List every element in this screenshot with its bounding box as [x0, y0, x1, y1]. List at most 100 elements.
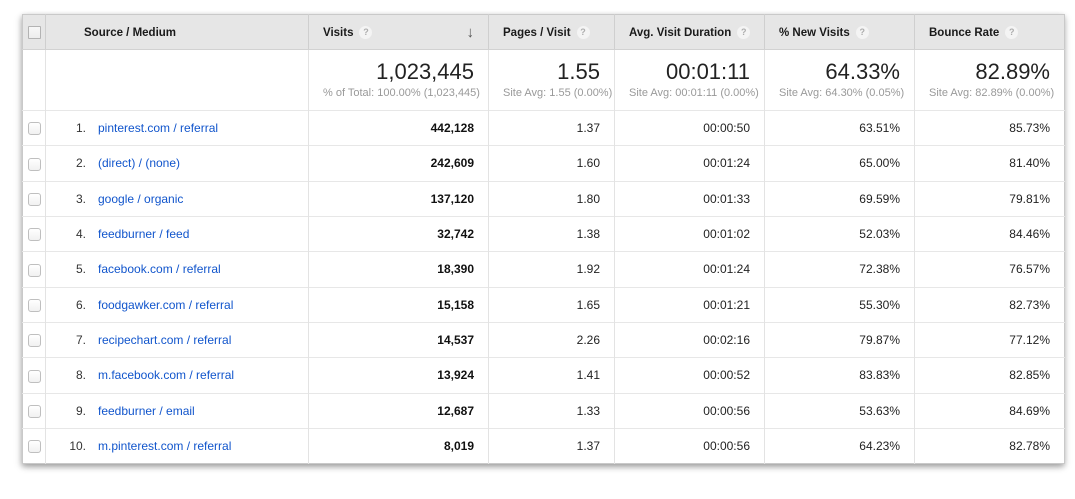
- row-checkbox[interactable]: [27, 157, 41, 171]
- bounce-rate-cell: 77.12%: [914, 321, 1065, 358]
- visits-cell: 12,687: [308, 392, 489, 429]
- avg-visit-duration-cell: 00:01:24: [614, 251, 765, 288]
- source-medium-cell: 6. foodgawker.com / referral: [45, 286, 309, 323]
- pages-per-visit-cell: 1.92: [488, 251, 615, 288]
- summary-pct-new-visits-subtext: Site Avg: 64.30% (0.05%): [779, 87, 905, 99]
- pct-new-visits-cell: 65.00%: [764, 145, 915, 182]
- source-medium-link[interactable]: google / organic: [98, 191, 184, 206]
- summary-bounce-rate: 82.89% Site Avg: 82.89% (0.00%): [914, 49, 1065, 111]
- source-medium-link[interactable]: feedburner / email: [98, 403, 195, 418]
- column-header-avg-visit-duration-label: Avg. Visit Duration: [629, 27, 732, 39]
- row-checkbox[interactable]: [27, 263, 41, 277]
- summary-source-spacer: [46, 50, 309, 111]
- row-rank: 7.: [75, 333, 86, 348]
- source-medium-link[interactable]: pinterest.com / referral: [98, 121, 219, 136]
- source-medium-link[interactable]: facebook.com / referral: [98, 262, 221, 277]
- source-medium-cell: 2. (direct) / (none): [45, 145, 309, 182]
- column-header-bounce-rate-label: Bounce Rate: [929, 27, 1000, 39]
- pct-new-visits-cell: 72.38%: [764, 251, 915, 288]
- summary-pages-per-visit: 1.55 Site Avg: 1.55 (0.00%): [488, 49, 615, 111]
- pages-per-visit-cell: 1.37: [488, 109, 615, 146]
- help-icon[interactable]: ?: [359, 26, 373, 39]
- avg-visit-duration-cell: 00:01:24: [614, 145, 765, 182]
- row-checkbox[interactable]: [27, 122, 41, 136]
- row-check-cell: [22, 109, 46, 146]
- pct-new-visits-cell: 55.30%: [764, 286, 915, 323]
- column-header-pages-per-visit[interactable]: Pages / Visit?: [488, 14, 615, 50]
- column-header-source-medium-label: Source / Medium: [84, 26, 177, 39]
- visits-cell: 15,158: [308, 286, 489, 323]
- row-check-cell: [22, 251, 46, 288]
- help-icon[interactable]: ?: [1005, 26, 1019, 39]
- pct-new-visits-cell: 79.87%: [764, 321, 915, 358]
- row-check-cell: [22, 286, 46, 323]
- summary-check-spacer: [22, 49, 46, 111]
- pages-per-visit-cell: 1.65: [488, 286, 615, 323]
- column-header-visits[interactable]: ↓ Visits?: [308, 14, 489, 50]
- pct-new-visits-cell: 83.83%: [764, 357, 915, 394]
- help-icon[interactable]: ?: [855, 26, 869, 39]
- row-rank: 2.: [75, 156, 86, 171]
- table-row: 10. m.pinterest.com / referral 8,019 1.37…: [22, 427, 1065, 464]
- column-header-source-medium[interactable]: Source / Medium: [45, 14, 309, 50]
- visits-cell: 137,120: [308, 180, 489, 217]
- table-row: 8. m.facebook.com / referral 13,924 1.41 …: [22, 357, 1065, 394]
- source-medium-link[interactable]: feedburner / feed: [98, 227, 190, 242]
- source-medium-cell: 8. m.facebook.com / referral: [45, 357, 309, 394]
- select-all-checkbox[interactable]: [28, 26, 41, 39]
- table-row: 9. feedburner / email 12,687 1.33 00:00:5…: [22, 392, 1065, 429]
- row-check-cell: [22, 180, 46, 217]
- bounce-rate-cell: 82.78%: [914, 427, 1065, 464]
- row-check-cell: [22, 427, 46, 464]
- sort-desc-icon[interactable]: ↓: [466, 24, 475, 41]
- row-check-cell: [22, 215, 46, 252]
- avg-visit-duration-cell: 00:01:33: [614, 180, 765, 217]
- table-row: 6. foodgawker.com / referral 15,158 1.65 …: [22, 286, 1065, 323]
- row-checkbox[interactable]: [27, 334, 41, 348]
- row-checkbox[interactable]: [27, 298, 41, 312]
- row-checkbox[interactable]: [27, 440, 41, 454]
- row-checkbox[interactable]: [27, 369, 41, 383]
- bounce-rate-cell: 84.46%: [914, 215, 1065, 252]
- pages-per-visit-cell: 2.26: [488, 321, 615, 358]
- summary-visits-value: 1,023,445: [376, 59, 474, 84]
- summary-row: 1,023,445 % of Total: 100.00% (1,023,445…: [22, 49, 1065, 111]
- source-medium-link[interactable]: (direct) / (none): [98, 156, 181, 171]
- pct-new-visits-cell: 53.63%: [764, 392, 915, 429]
- help-icon[interactable]: ?: [737, 26, 751, 39]
- avg-visit-duration-cell: 00:01:21: [614, 286, 765, 323]
- source-medium-link[interactable]: foodgawker.com / referral: [98, 297, 234, 312]
- source-medium-link[interactable]: m.pinterest.com / referral: [98, 439, 232, 454]
- pct-new-visits-cell: 69.59%: [764, 180, 915, 217]
- table-row: 1. pinterest.com / referral 442,128 1.37 …: [22, 109, 1065, 146]
- row-rank: 5.: [75, 262, 86, 277]
- source-medium-link[interactable]: recipechart.com / referral: [98, 333, 232, 348]
- visits-cell: 14,537: [308, 321, 489, 358]
- avg-visit-duration-cell: 00:01:02: [614, 215, 765, 252]
- pct-new-visits-cell: 52.03%: [764, 215, 915, 252]
- visits-cell: 18,390: [308, 251, 489, 288]
- source-medium-link[interactable]: m.facebook.com / referral: [98, 368, 235, 383]
- avg-visit-duration-cell: 00:02:16: [614, 321, 765, 358]
- summary-avg-visit-duration-value: 00:01:11: [665, 59, 750, 84]
- table-row: 4. feedburner / feed 32,742 1.38 00:01:02…: [22, 215, 1065, 252]
- row-checkbox[interactable]: [27, 404, 41, 418]
- column-header-pct-new-visits[interactable]: % New Visits?: [764, 14, 915, 50]
- row-rank: 9.: [75, 403, 86, 418]
- source-medium-cell: 5. facebook.com / referral: [45, 251, 309, 288]
- row-rank: 8.: [75, 368, 86, 383]
- bounce-rate-cell: 79.81%: [914, 180, 1065, 217]
- source-medium-cell: 10. m.pinterest.com / referral: [45, 427, 309, 464]
- source-medium-cell: 9. feedburner / email: [45, 392, 309, 429]
- pages-per-visit-cell: 1.33: [488, 392, 615, 429]
- avg-visit-duration-cell: 00:00:56: [614, 427, 765, 464]
- column-header-avg-visit-duration[interactable]: Avg. Visit Duration?: [614, 14, 765, 50]
- summary-bounce-rate-subtext: Site Avg: 82.89% (0.00%): [929, 87, 1055, 99]
- column-header-bounce-rate[interactable]: Bounce Rate?: [914, 14, 1065, 50]
- row-checkbox[interactable]: [27, 228, 41, 242]
- help-icon[interactable]: ?: [576, 26, 590, 39]
- pages-per-visit-cell: 1.60: [488, 145, 615, 182]
- row-checkbox[interactable]: [27, 192, 41, 206]
- pct-new-visits-cell: 63.51%: [764, 109, 915, 146]
- row-check-cell: [22, 321, 46, 358]
